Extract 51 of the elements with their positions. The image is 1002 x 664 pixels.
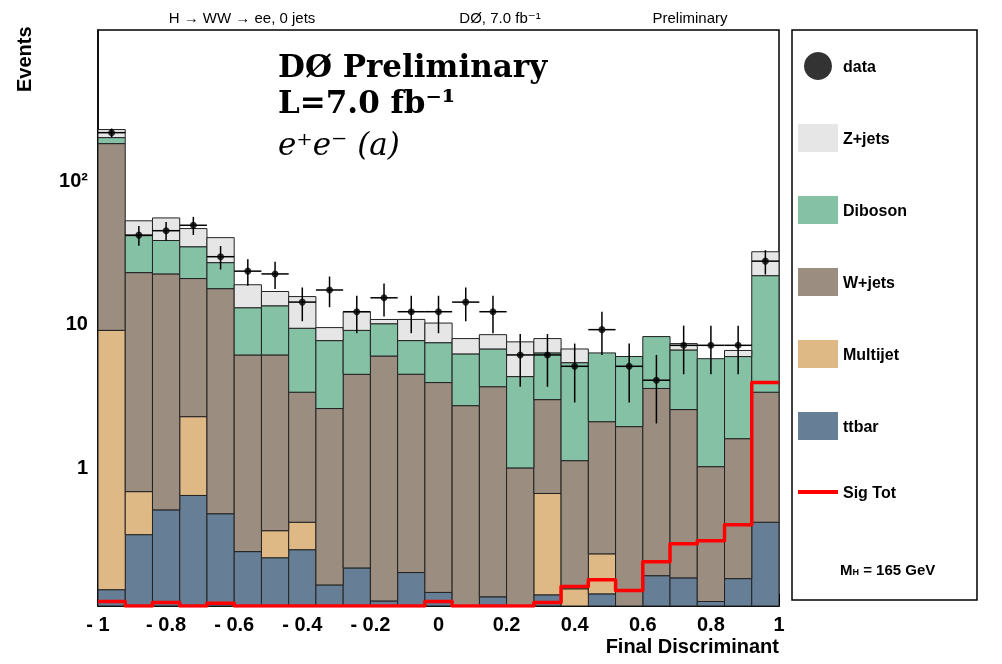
point	[598, 326, 606, 334]
point	[244, 267, 252, 275]
x-tick-label: 0.4	[560, 613, 590, 635]
x-tick-label: 0.8	[696, 613, 725, 635]
legend-label: Diboson	[843, 201, 907, 219]
x-tick-label: - 0.2	[350, 613, 391, 635]
point	[680, 341, 688, 349]
x-tick-label: - 0.4	[282, 613, 324, 635]
legend-label: data	[843, 57, 876, 75]
point	[435, 308, 442, 316]
point	[516, 351, 524, 359]
annotation: e⁺e⁻ (a)	[278, 125, 400, 162]
legend-label: Z+jets	[843, 129, 890, 147]
annotation: L=7.0 fb⁻¹	[278, 83, 456, 120]
point	[326, 286, 334, 294]
point	[407, 308, 415, 316]
x-tick-label: 0.2	[492, 613, 521, 635]
chart-title: H → WW → ee, 0 jets	[168, 9, 316, 26]
x-tick-label: 0	[432, 613, 445, 635]
text: DØ, 7.0 fb⁻¹	[459, 9, 541, 26]
legend-label: ttbar	[843, 417, 879, 435]
point	[489, 308, 497, 316]
point	[189, 221, 197, 229]
text: MH = 165 GeV	[840, 560, 936, 578]
point	[625, 362, 633, 370]
y-axis-title: Events	[13, 26, 35, 92]
point	[707, 341, 715, 349]
x-tick-label: 0.6	[628, 613, 657, 635]
text: Preliminary	[652, 9, 729, 26]
legend-label: Sig Tot	[843, 483, 897, 501]
x-tick-label: - 0.6	[214, 613, 255, 635]
point	[353, 308, 361, 316]
y-tick-label: 10	[65, 312, 88, 335]
point	[217, 253, 225, 261]
point	[652, 376, 660, 384]
point	[571, 362, 579, 370]
x-tick-label: 1	[773, 613, 785, 635]
x-tick-label: - 0.8	[146, 613, 187, 635]
point	[543, 351, 551, 359]
y-tick-label: 10²	[59, 168, 89, 191]
point	[462, 298, 470, 306]
point	[298, 298, 306, 306]
x-axis-title: Final Discriminant	[605, 635, 780, 657]
point	[734, 341, 742, 349]
legend-label: W+jets	[843, 273, 896, 291]
x-tick-label: - 1	[86, 613, 110, 635]
point	[135, 231, 143, 239]
legend-label: Multijet	[843, 345, 900, 363]
y-tick-label: 1	[76, 455, 88, 478]
point	[380, 294, 388, 302]
annotation: DØ Preliminary	[278, 47, 549, 84]
